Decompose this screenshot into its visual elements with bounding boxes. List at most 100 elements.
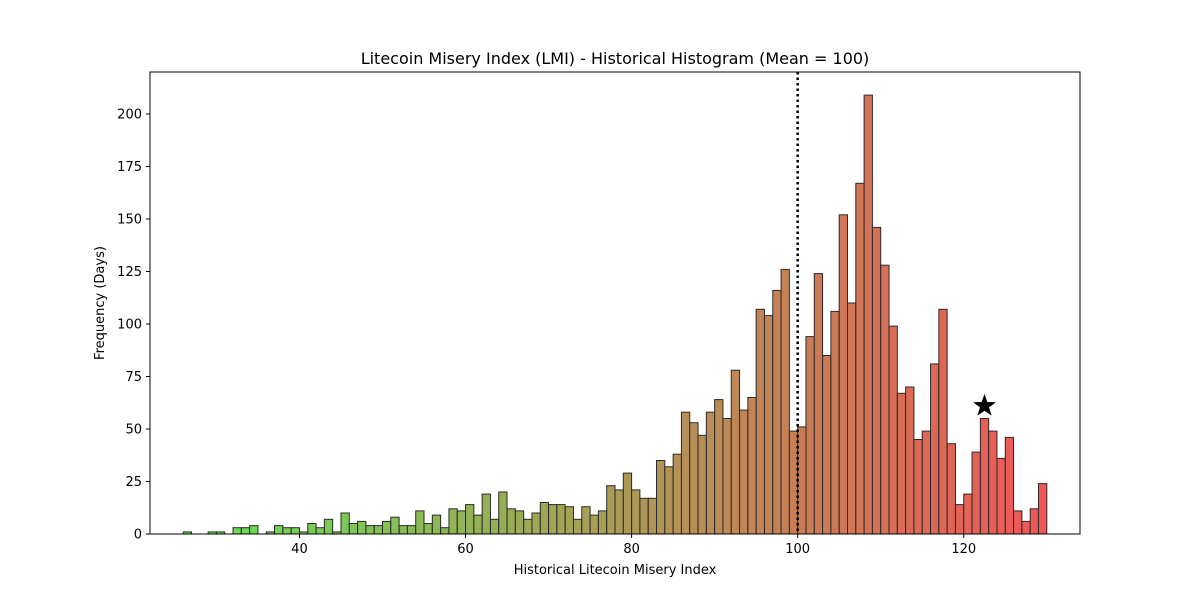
- histogram-bar: [963, 493, 973, 535]
- histogram-bar: [232, 527, 242, 535]
- histogram-bar: [240, 527, 251, 535]
- histogram-bar: [514, 510, 525, 535]
- histogram-bar: [930, 363, 940, 535]
- x-tick-label: 40: [291, 542, 308, 557]
- histogram-bar: [996, 457, 1006, 535]
- histogram-bar: [456, 510, 467, 535]
- histogram-bar: [672, 453, 682, 535]
- histogram-bar: [523, 518, 533, 535]
- histogram-bar: [282, 527, 292, 535]
- y-tick-label: 175: [117, 160, 142, 175]
- histogram-bar: [481, 493, 491, 535]
- histogram-bar: [689, 422, 699, 535]
- histogram-bar: [722, 418, 732, 535]
- histogram-bar: [838, 214, 848, 535]
- histogram-bar: [714, 399, 724, 535]
- histogram-bar: [498, 491, 508, 535]
- histogram-bar: [382, 520, 392, 535]
- axes-frame: [149, 71, 1081, 535]
- histogram-bar: [1013, 510, 1023, 535]
- histogram-bar: [971, 451, 981, 535]
- histogram-bar: [365, 525, 375, 535]
- y-axis-label: Frequency (Days): [93, 246, 108, 360]
- histogram-bar: [763, 315, 774, 535]
- y-tick-label: 0: [134, 528, 142, 543]
- histogram-bar: [772, 289, 782, 535]
- histogram-bar: [896, 392, 907, 535]
- histogram-bar: [739, 409, 749, 535]
- histogram-bar: [631, 489, 641, 535]
- x-axis-label: Historical Litecoin Misery Index: [514, 563, 717, 578]
- histogram-bar: [290, 527, 300, 535]
- histogram-bar: [539, 502, 550, 535]
- y-tick-label: 200: [117, 108, 142, 123]
- histogram-bar: [755, 308, 765, 535]
- histogram-bar: [473, 514, 483, 535]
- histogram-bar: [988, 430, 998, 535]
- histogram-bar: [249, 525, 259, 535]
- histogram-bar: [622, 472, 633, 535]
- histogram-bar: [697, 434, 707, 535]
- histogram-bar: [548, 504, 558, 535]
- histogram-bar: [373, 525, 384, 535]
- histogram-bar: [1029, 508, 1039, 535]
- histogram-bar: [905, 386, 915, 535]
- histogram-bar: [680, 411, 691, 535]
- histogram-bar: [822, 355, 832, 535]
- histogram-bar: [556, 504, 566, 535]
- histogram-bar: [656, 460, 666, 535]
- x-tick-label: 120: [951, 542, 976, 557]
- histogram-bar: [847, 302, 857, 535]
- y-tick-label: 150: [117, 213, 142, 228]
- histogram-bar: [747, 397, 757, 535]
- histogram-bar: [664, 466, 674, 535]
- histogram-bar: [390, 516, 400, 535]
- histogram-bar: [423, 523, 433, 535]
- histogram-bar: [855, 182, 865, 535]
- y-axis-ticks: 0 25 50 75 100 125 150 175 200: [117, 108, 150, 543]
- histogram-bar: [357, 520, 367, 535]
- histogram-bar: [1004, 436, 1015, 535]
- histogram-bar: [647, 497, 658, 535]
- histogram-bar: [730, 369, 741, 535]
- histogram-bar: [921, 430, 932, 535]
- histogram-bar: [581, 506, 591, 535]
- x-tick-label: 60: [457, 542, 474, 557]
- histogram-bar: [348, 523, 359, 535]
- histogram-bar: [323, 518, 334, 535]
- histogram-bar: [315, 527, 325, 535]
- histogram-bar: [506, 508, 516, 535]
- histogram-bar: [307, 523, 317, 535]
- histogram-bar: [431, 514, 442, 535]
- x-tick-label: 100: [785, 542, 810, 557]
- chart-title: Litecoin Misery Index (LMI) - Historical…: [361, 49, 870, 68]
- histogram-bar: [813, 273, 824, 535]
- histogram-bar: [705, 411, 716, 535]
- histogram-bar: [589, 514, 599, 535]
- histogram-bar: [465, 504, 475, 535]
- histogram-bar: [780, 268, 790, 535]
- histogram-bar: [564, 506, 574, 535]
- histogram-bar: [489, 518, 500, 535]
- histogram-bar: [274, 525, 284, 535]
- histogram-bar: [597, 510, 608, 535]
- x-tick-label: 80: [623, 542, 640, 557]
- histogram-bar: [415, 510, 425, 535]
- current-value-star-icon: [973, 393, 996, 416]
- histogram-bar: [1037, 483, 1048, 535]
- y-tick-label: 50: [125, 423, 142, 438]
- histogram-bar: [913, 439, 923, 535]
- histogram-bar: [830, 310, 840, 535]
- x-axis-ticks: 40 60 80 100 120: [291, 534, 976, 557]
- histogram-bar: [398, 525, 408, 535]
- histogram-bar: [805, 336, 815, 535]
- histogram-bar: [340, 512, 350, 535]
- bars-group: [182, 94, 1048, 535]
- histogram-bar: [606, 485, 616, 535]
- histogram-bar: [938, 308, 948, 535]
- histogram-bar: [531, 512, 541, 535]
- histogram-bar: [614, 489, 624, 535]
- histogram-bar: [888, 325, 898, 535]
- histogram-bar: [572, 518, 583, 535]
